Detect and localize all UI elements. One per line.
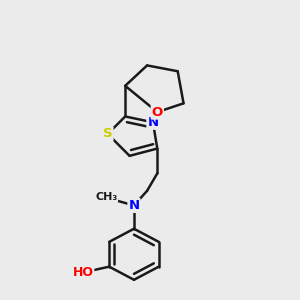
Text: S: S [103, 128, 112, 140]
Text: O: O [152, 106, 163, 118]
Text: HO: HO [72, 266, 93, 279]
Text: CH₃: CH₃ [95, 192, 117, 202]
Text: N: N [128, 199, 140, 212]
Text: N: N [147, 116, 158, 129]
